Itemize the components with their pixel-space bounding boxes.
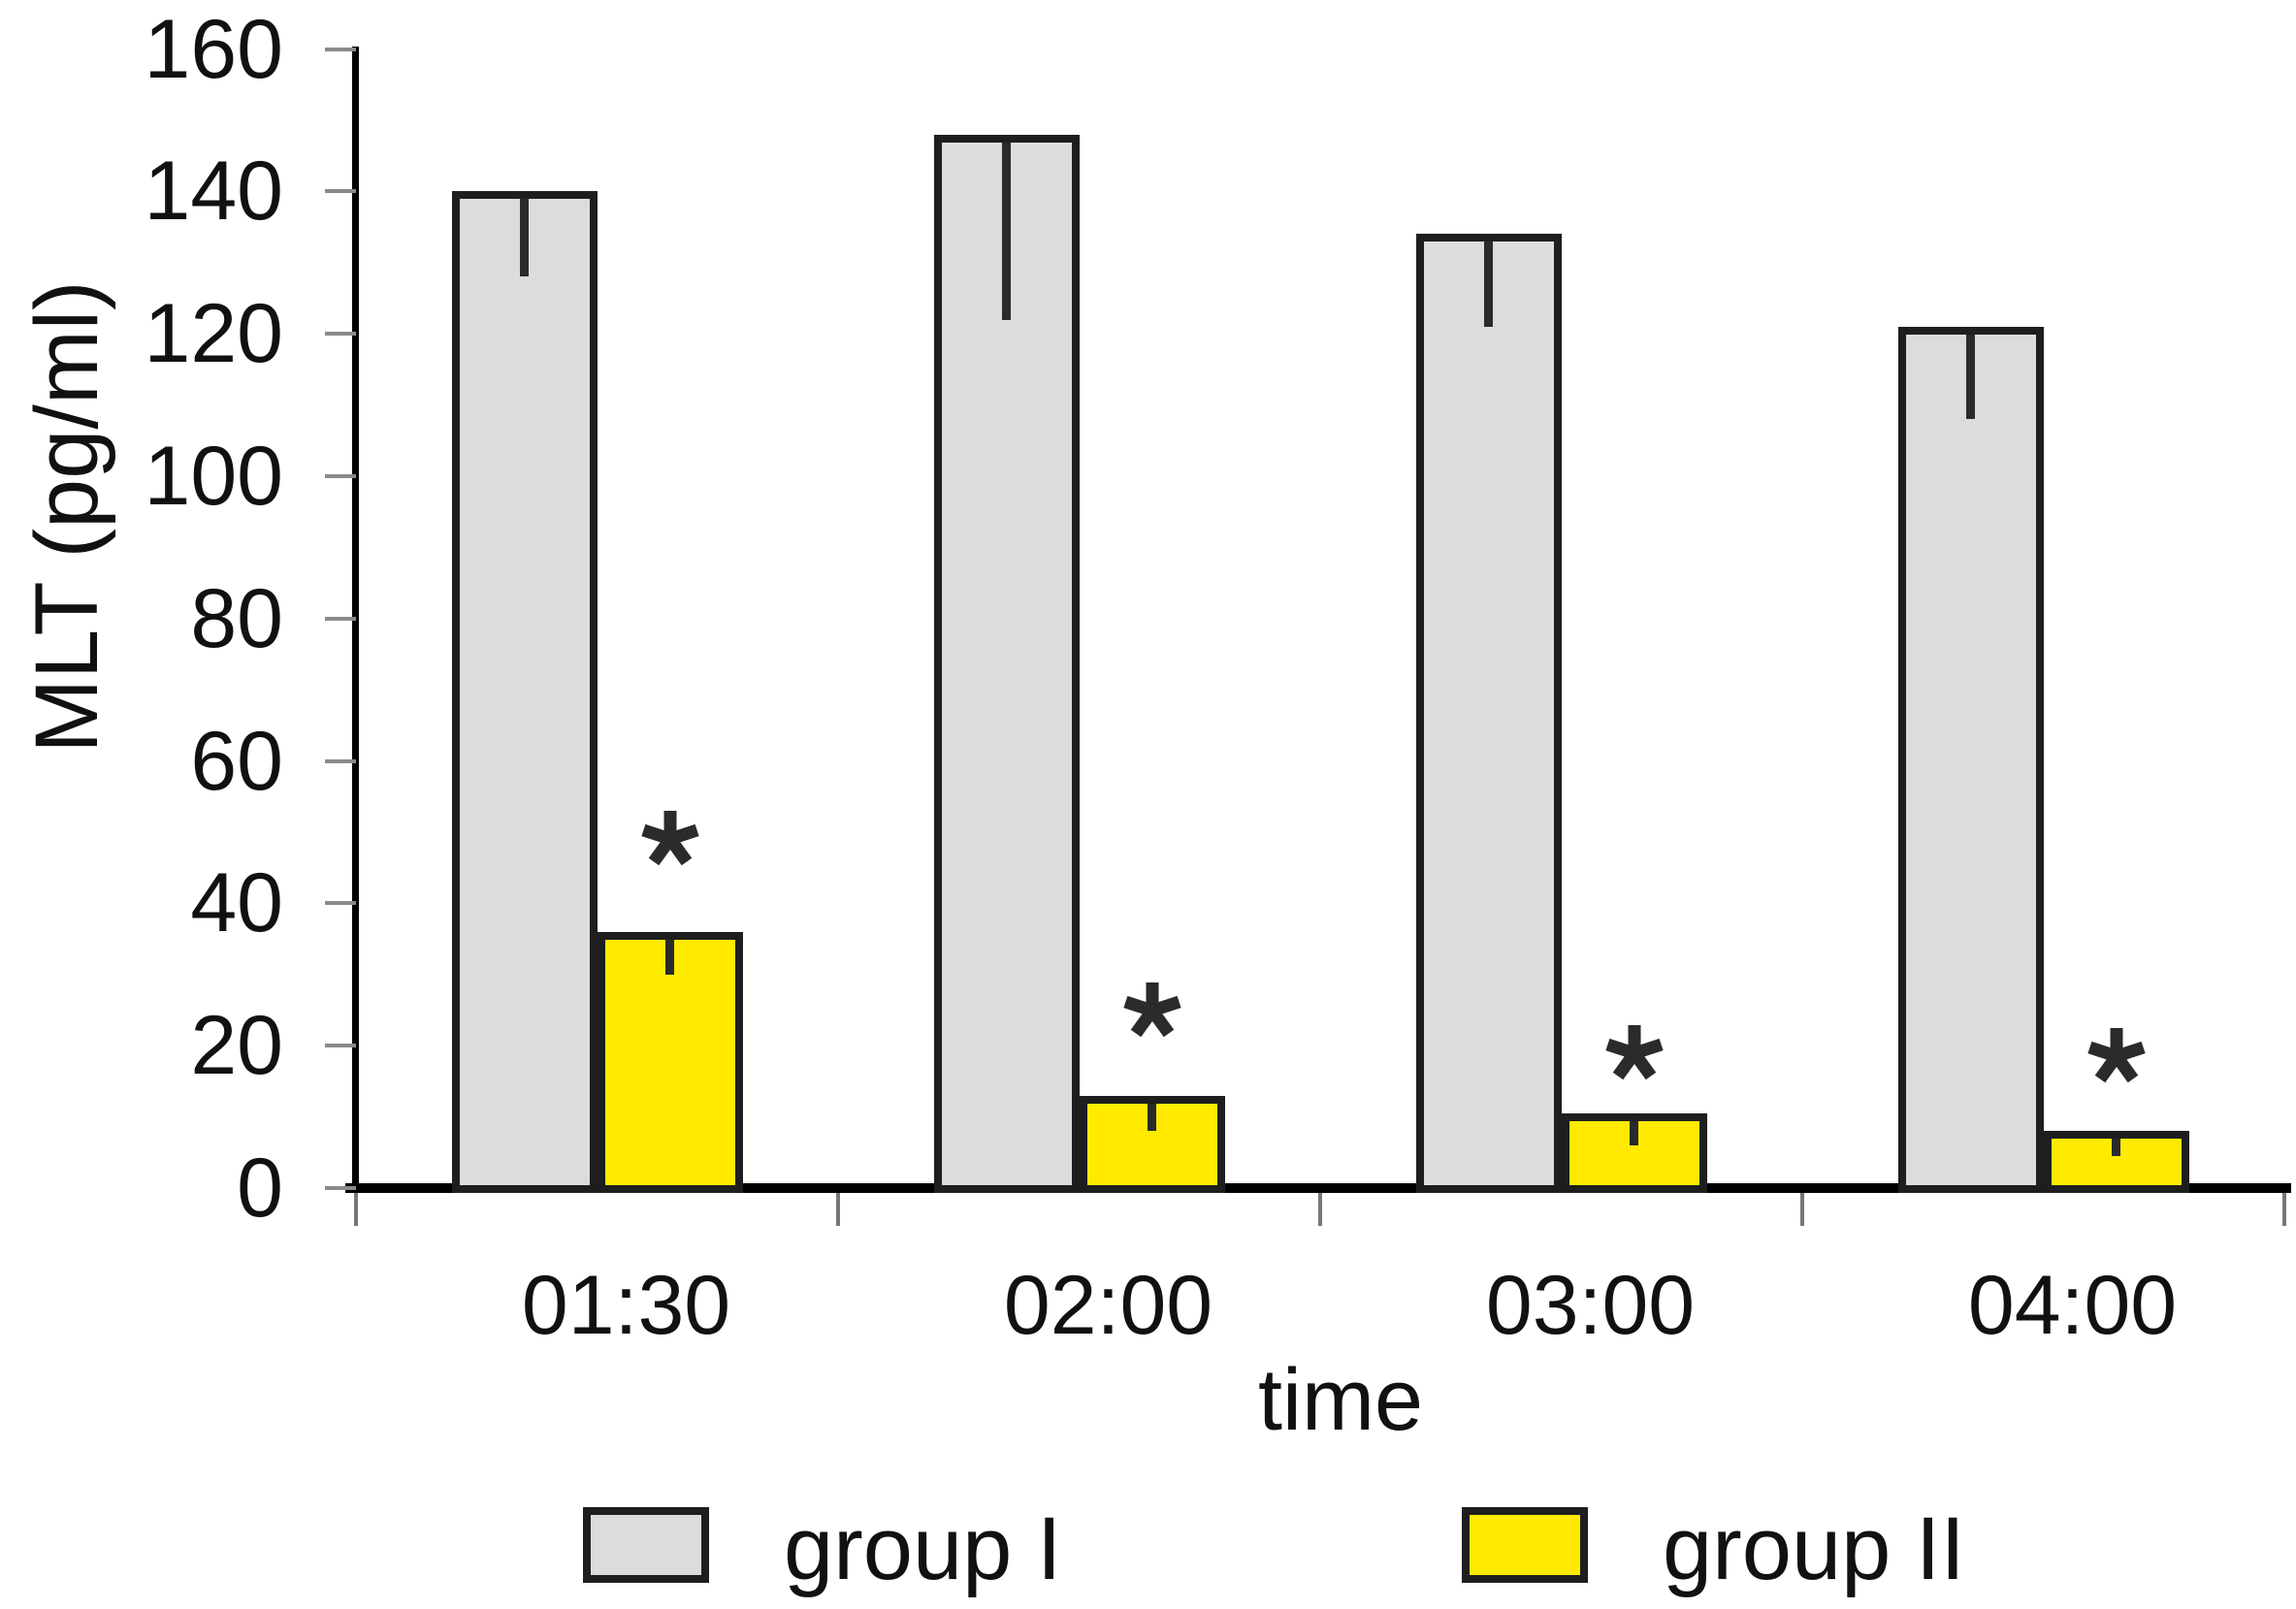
x-tick-label-04:00: 04:00 <box>1967 1259 2178 1352</box>
legend-swatch-group-2 <box>1462 1507 1588 1583</box>
x-tick-label-01:30: 01:30 <box>521 1259 731 1352</box>
x-axis-title: time <box>1257 1352 1424 1449</box>
y-tick-label-0: 0 <box>237 1142 283 1235</box>
bar-group-I-01:30 <box>451 191 598 1193</box>
x-tick-1 <box>836 1193 840 1226</box>
x-tick-3 <box>1800 1193 1804 1226</box>
significance-asterisk-03:00 <box>1604 1024 1664 1079</box>
error-bar-group-I-04:00 <box>1966 334 1975 420</box>
y-tick-label-140: 140 <box>144 145 284 239</box>
error-bar-group-I-01:30 <box>520 199 529 277</box>
y-tick-label-160: 160 <box>144 2 284 96</box>
significance-asterisk-04:00 <box>2086 1028 2146 1083</box>
legend-label-group-1: group I <box>784 1499 1062 1598</box>
y-tick-160 <box>325 47 356 51</box>
bar-group-I-04:00 <box>1897 326 2044 1193</box>
error-bar-group-II-02:00 <box>1148 1103 1156 1132</box>
x-tick-2 <box>1318 1193 1322 1226</box>
y-tick-label-60: 60 <box>190 714 283 808</box>
y-tick-label-100: 100 <box>144 430 284 523</box>
y-tick-0 <box>325 1186 356 1190</box>
y-tick-label-120: 120 <box>144 287 284 381</box>
y-tick-label-40: 40 <box>190 856 283 950</box>
error-bar-group-II-04:00 <box>2112 1139 2120 1156</box>
y-tick-60 <box>325 758 356 763</box>
legend-label-group-2: group II <box>1663 1499 1965 1598</box>
x-tick-4 <box>2282 1193 2286 1226</box>
x-axis-line <box>345 1183 2291 1193</box>
y-tick-label-20: 20 <box>190 999 283 1093</box>
error-bar-group-II-01:30 <box>665 939 674 975</box>
x-tick-label-02:00: 02:00 <box>1003 1259 1213 1352</box>
y-tick-label-80: 80 <box>190 571 283 665</box>
bar-group-II-01:30 <box>597 931 743 1193</box>
y-tick-120 <box>325 332 356 337</box>
legend-swatch-group-1 <box>583 1507 709 1583</box>
bar-group-I-03:00 <box>1415 234 1562 1193</box>
y-tick-40 <box>325 901 356 906</box>
error-bar-group-I-03:00 <box>1484 241 1493 327</box>
significance-asterisk-02:00 <box>1122 981 1181 1037</box>
significance-asterisk-01:30 <box>640 811 699 866</box>
x-tick-0 <box>354 1193 358 1226</box>
error-bar-group-I-02:00 <box>1002 142 1011 320</box>
x-tick-label-03:00: 03:00 <box>1485 1259 1696 1352</box>
y-tick-100 <box>325 474 356 478</box>
y-tick-80 <box>325 616 356 621</box>
y-tick-20 <box>325 1044 356 1048</box>
error-bar-group-II-03:00 <box>1630 1120 1638 1145</box>
y-tick-140 <box>325 189 356 194</box>
